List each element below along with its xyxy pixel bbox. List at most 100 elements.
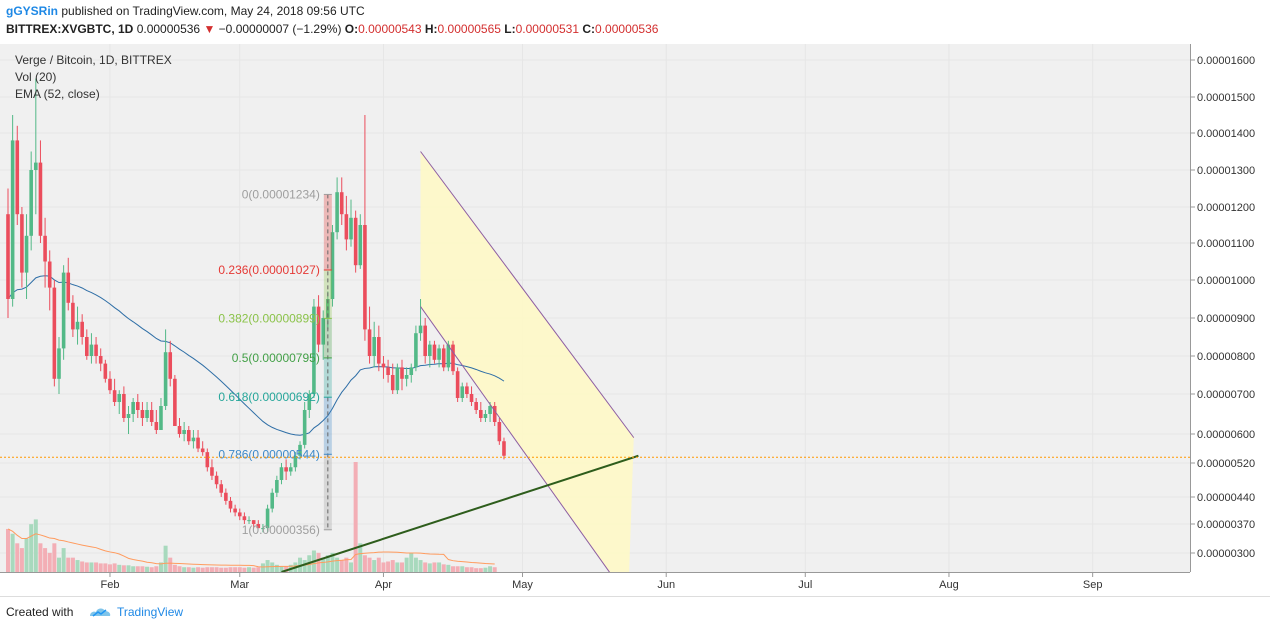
candle-body	[432, 344, 437, 360]
price-tick-label: 0.00000900	[1197, 313, 1255, 325]
candle-body	[349, 217, 353, 240]
tradingview-logo-icon[interactable]	[88, 603, 112, 621]
volume-bar	[242, 567, 247, 572]
volume-bar	[98, 563, 103, 572]
volume-bar	[265, 560, 270, 572]
candle-body	[57, 348, 61, 379]
candle-body	[24, 235, 29, 273]
volume-bar	[344, 557, 349, 572]
price-tick-label: 0.00000600	[1197, 429, 1255, 441]
author-name[interactable]: gGYSRin	[6, 4, 59, 18]
volume-bar	[214, 567, 219, 572]
candle-body	[386, 367, 390, 375]
fib-level-label: 0.786(0.00000544)	[218, 447, 319, 461]
tradingview-brand-link[interactable]: TradingView	[117, 605, 184, 619]
volume-bar	[418, 560, 423, 572]
price-tick-label: 0.00000440	[1197, 492, 1255, 504]
candle-body	[94, 344, 98, 356]
price-chart[interactable]: 0(0.00001234) 0.236(0.00001027) 0.382(0.00…	[0, 44, 1270, 596]
candle-body	[6, 214, 10, 299]
candle-body	[367, 329, 372, 356]
volume-bar	[432, 562, 437, 572]
candle-body	[465, 386, 469, 394]
candle-body	[418, 325, 423, 334]
volume-bar	[56, 557, 61, 572]
candle-body	[117, 394, 122, 402]
candle-body	[381, 363, 386, 368]
close-label: C:	[582, 22, 596, 36]
price-tick-label: 0.00000800	[1197, 351, 1255, 363]
volume-bar	[80, 561, 85, 572]
volume-bar	[168, 557, 173, 572]
volume-bar	[427, 563, 432, 572]
volume-bar	[145, 566, 150, 572]
candle-body	[321, 318, 325, 345]
candle-body	[270, 492, 275, 509]
volume-bar	[298, 557, 303, 572]
candle-body	[256, 524, 261, 529]
channel-fill	[420, 151, 634, 574]
volume-bar	[186, 567, 191, 572]
volume-bar	[460, 566, 465, 572]
candle-body	[228, 500, 233, 509]
price-tick-label: 0.00000370	[1197, 519, 1255, 531]
candle-body	[298, 444, 302, 456]
volume-bar	[19, 548, 24, 572]
time-axis[interactable]: Feb Mar Apr May Jun Jul Aug Sep	[100, 572, 1102, 591]
volume-bar	[284, 566, 289, 572]
volume-bar	[209, 567, 214, 572]
candle-body	[353, 217, 358, 266]
candle-body	[29, 170, 33, 236]
volume-bar	[483, 567, 488, 572]
candle-body	[451, 344, 455, 372]
fib-level-label: 0(0.00001234)	[242, 187, 320, 201]
legend-item: Vol (20)	[15, 70, 56, 84]
candle-body	[492, 406, 497, 422]
volume-bar	[353, 462, 358, 572]
candle-body	[404, 375, 409, 379]
fib-level-label: 1(0.00000356)	[242, 523, 320, 537]
candle-body	[177, 426, 182, 434]
candle-body	[497, 422, 502, 442]
created-with-label: Created with	[6, 605, 74, 619]
candle-body	[237, 512, 242, 517]
volume-bar	[43, 548, 48, 572]
candle-body	[34, 162, 38, 170]
volume-bar	[140, 566, 145, 572]
volume-bar	[33, 519, 38, 572]
volume-bar	[135, 566, 140, 572]
candle-body	[145, 410, 149, 418]
volume-bar	[492, 567, 497, 572]
volume-bar	[163, 545, 168, 572]
candle-body	[15, 140, 20, 215]
footer: Created with TradingView	[0, 596, 1270, 630]
candle-body	[395, 367, 400, 391]
candle-body	[38, 162, 43, 236]
volume-bar	[423, 562, 428, 572]
price-tick-label: 0.00000300	[1197, 548, 1255, 560]
volume-bar	[219, 567, 224, 572]
price-axis[interactable]: 0.00001600 0.00001500 0.00001400 0.00001300…	[1190, 55, 1255, 560]
volume-bar	[270, 562, 275, 572]
volume-bar	[464, 567, 469, 572]
down-arrow-icon: ▼	[203, 22, 216, 36]
open-value: 0.00000543	[358, 22, 422, 36]
candle-body	[339, 192, 344, 215]
candle-body	[460, 386, 465, 398]
time-tick-label: May	[512, 579, 533, 591]
candle-body	[483, 414, 488, 418]
volume-bar	[223, 567, 228, 572]
candle-body	[122, 394, 126, 418]
candle-body	[316, 306, 321, 345]
volume-bar	[367, 557, 372, 572]
volume-bar	[437, 562, 442, 572]
candle-body	[159, 406, 163, 430]
volume-bar	[75, 560, 80, 572]
candles	[6, 78, 506, 533]
volume-bar	[339, 560, 344, 572]
candle-body	[446, 344, 451, 368]
candle-body	[112, 390, 117, 402]
candle-body	[455, 371, 460, 398]
candle-body	[279, 467, 284, 480]
volume-bar	[446, 564, 451, 572]
